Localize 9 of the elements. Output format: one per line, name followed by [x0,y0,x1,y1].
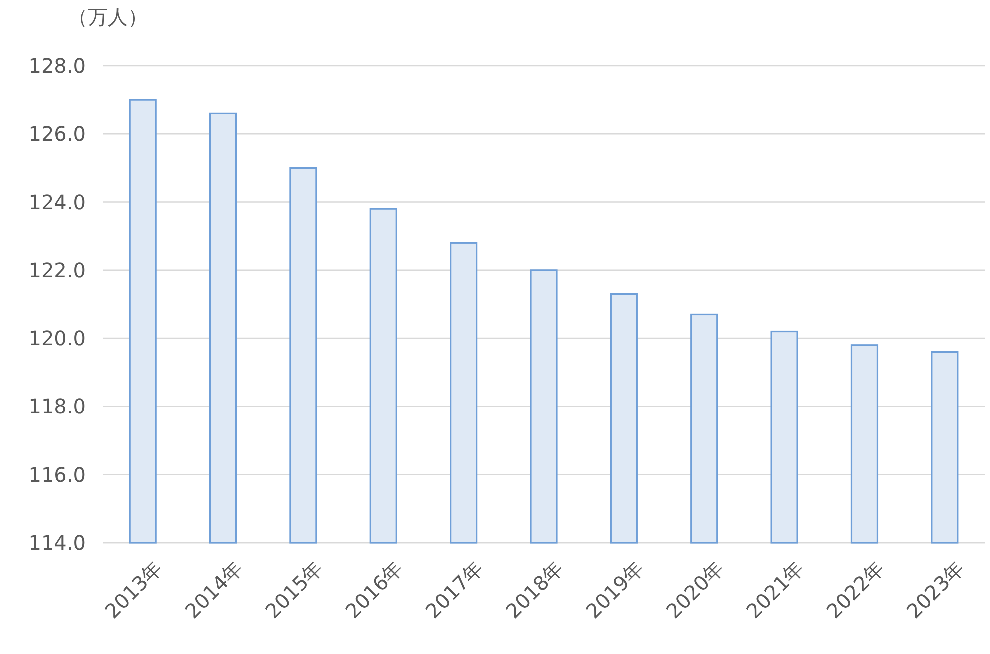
y-tick-label: 118.0 [28,394,86,419]
y-axis-title: （万人） [68,5,148,29]
y-tick-label: 128.0 [28,54,86,78]
y-tick-label: 116.0 [28,462,86,487]
y-tick-label: 126.0 [28,122,86,146]
y-tick-label: 114.0 [28,531,86,555]
y-tick-label: 122.0 [28,258,86,282]
y-tick-label: 124.0 [28,190,86,214]
y-tick-label: 120.0 [28,326,86,351]
